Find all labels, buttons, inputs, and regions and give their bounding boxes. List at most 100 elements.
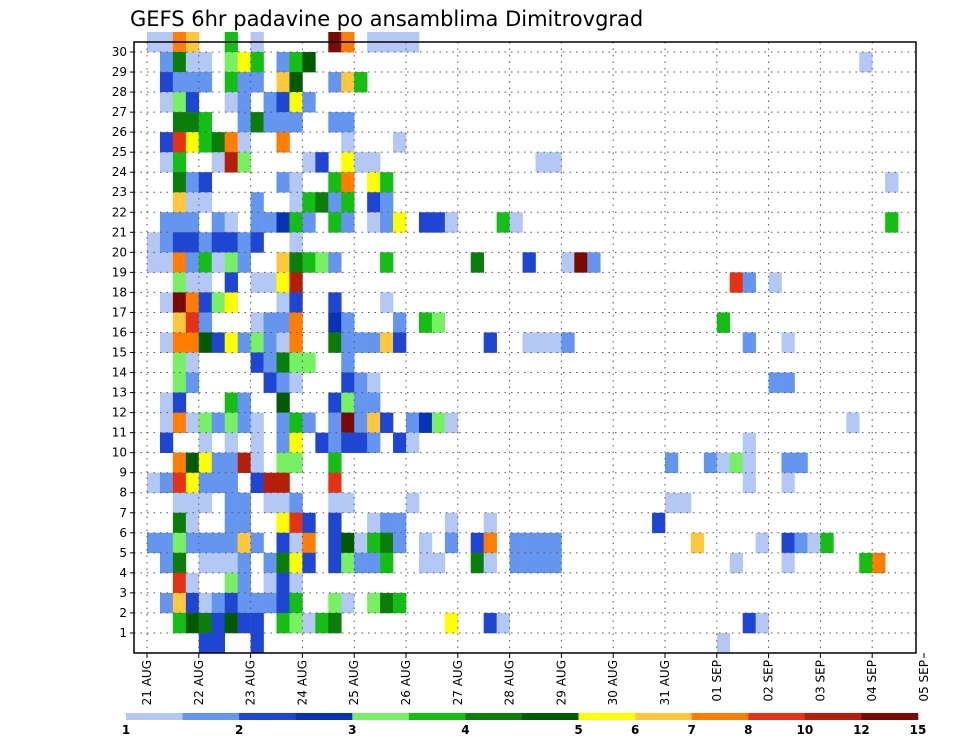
heatmap-cell — [224, 472, 238, 494]
colorbar-label: 5 — [574, 723, 582, 737]
heatmap-cell — [237, 152, 251, 173]
heatmap-cell — [393, 332, 407, 353]
heatmap-cell — [224, 532, 238, 554]
heatmap-cell — [781, 372, 795, 393]
heatmap-cell — [444, 412, 459, 433]
heatmap-cell — [302, 612, 316, 634]
colorbar-label: 12 — [853, 723, 870, 737]
heatmap-cell — [237, 412, 251, 433]
heatmap-cell — [237, 132, 251, 153]
heatmap-cell — [509, 212, 523, 233]
heatmap-cell — [289, 272, 303, 293]
y-tick-label: 15 — [112, 346, 127, 360]
heatmap-cell — [185, 192, 200, 213]
heatmap-cell — [224, 432, 238, 453]
colorbar-swatch — [408, 713, 466, 720]
heatmap-cell — [289, 292, 303, 313]
heatmap-cell — [561, 252, 575, 273]
grid-lines — [134, 42, 916, 653]
heatmap-cell — [172, 532, 187, 554]
heatmap-cell — [198, 492, 213, 514]
heatmap-cell — [289, 92, 303, 113]
heatmap-cell — [302, 92, 316, 113]
heatmap-cell — [380, 212, 394, 233]
colorbar-swatch — [804, 713, 862, 720]
heatmap-cell — [172, 272, 187, 293]
heatmap-cell — [250, 452, 264, 473]
heatmap-cell — [198, 312, 213, 333]
heatmap-cell — [716, 312, 731, 333]
heatmap-cell — [341, 432, 355, 453]
heatmap-cell — [846, 412, 860, 433]
y-tick-label: 11 — [112, 426, 127, 440]
heatmap-cell — [341, 532, 355, 554]
heatmap-cell — [367, 512, 381, 534]
heatmap-cell — [328, 512, 342, 534]
heatmap-cell — [159, 232, 174, 253]
heatmap-cell — [341, 212, 355, 233]
heatmap-cell — [742, 472, 756, 494]
heatmap-cell — [742, 612, 756, 634]
heatmap-cell — [276, 272, 290, 293]
y-tick-label: 1 — [119, 626, 127, 640]
heatmap-cell — [470, 252, 484, 273]
heatmap-cell — [198, 272, 213, 293]
heatmap-cell — [276, 572, 290, 594]
heatmap-cell — [289, 332, 303, 353]
heatmap-cell — [250, 432, 264, 453]
heatmap-cell — [237, 512, 251, 534]
heatmap-cell — [211, 532, 225, 554]
heatmap-cell — [250, 312, 264, 333]
y-tick-label: 26 — [112, 125, 127, 139]
heatmap-cell — [522, 252, 536, 273]
heatmap-cell — [211, 412, 225, 433]
heatmap-cell — [250, 72, 264, 93]
heatmap-cell — [393, 212, 407, 233]
heatmap-cell — [159, 152, 174, 173]
heatmap-cell — [328, 592, 342, 614]
x-tick-label: 01 SEP — [710, 660, 724, 702]
heatmap-cell — [781, 452, 795, 473]
heatmap-cell — [224, 272, 238, 293]
heatmap-cell — [211, 632, 225, 654]
heatmap-cell — [147, 532, 161, 554]
heatmap-cell — [224, 332, 238, 353]
heatmap-cell — [431, 212, 446, 233]
heatmap-cell — [224, 452, 238, 473]
heatmap-cell — [172, 552, 187, 574]
heatmap-cell — [729, 272, 743, 293]
heatmap-cell — [185, 492, 200, 514]
heatmap-cell — [185, 412, 200, 433]
heatmap-cell — [703, 452, 718, 473]
heatmap-cell — [354, 412, 368, 433]
heatmap-cell — [263, 572, 277, 594]
heatmap-cell — [276, 552, 290, 574]
heatmap-cell — [328, 472, 342, 494]
heatmap-cell — [406, 492, 420, 514]
heatmap-cell — [172, 332, 187, 353]
heatmap-cell — [289, 372, 303, 393]
heatmap-cell — [250, 52, 264, 73]
heatmap-cell — [263, 212, 277, 233]
heatmap-cell — [172, 172, 187, 193]
heatmap-cell — [250, 592, 264, 614]
colorbar-labels: 1234567810121520 — [122, 723, 927, 737]
heatmap-cell — [172, 72, 187, 93]
colorbar-label: 1 — [122, 723, 130, 737]
heatmap-cell — [185, 572, 200, 594]
heatmap-cell — [535, 532, 549, 554]
heatmap-cell — [224, 92, 238, 113]
heatmap-cell — [418, 312, 433, 333]
y-tick-label: 14 — [112, 366, 127, 380]
heatmap-cell — [522, 332, 536, 353]
heatmap-cell — [224, 152, 238, 173]
heatmap-cell — [237, 572, 251, 594]
heatmap-cell — [367, 532, 381, 554]
heatmap-cell — [535, 552, 549, 574]
heatmap-cell — [418, 212, 433, 233]
heatmap-cell — [159, 212, 174, 233]
x-tick-label: 27 AUG — [451, 660, 465, 705]
heatmap-cell — [211, 292, 225, 313]
heatmap-cell — [172, 232, 187, 253]
heatmap-cell — [172, 252, 187, 273]
